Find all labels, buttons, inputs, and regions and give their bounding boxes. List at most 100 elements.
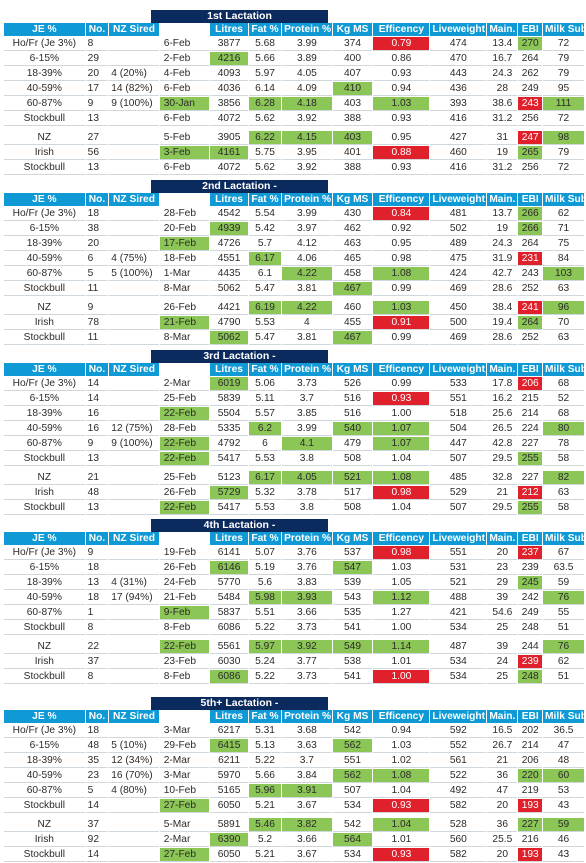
section-title: 2nd Lactation -	[151, 180, 328, 193]
cell-fat-pct: 5.32	[248, 486, 282, 500]
cell-litres: 6415	[210, 739, 248, 753]
cell-nz-sired	[109, 161, 159, 175]
cell-nz-sired	[109, 377, 159, 391]
cell-kg-ms: 547	[332, 561, 373, 575]
cell-protein-pct: 3.81	[282, 331, 332, 345]
cell-efficiency: 0.91	[373, 316, 430, 330]
cell-maintenance: 25	[487, 621, 518, 635]
cell-je-pct: Irish	[4, 486, 85, 500]
cell-je-pct: 6-15%	[4, 392, 85, 406]
cell-liveweight: 489	[430, 237, 487, 251]
table-row: Irish 48 26-Feb 5729 5.32 3.78 517 0.98 529 21 212…	[4, 486, 584, 500]
cell-litres: 5839	[210, 392, 248, 406]
cell-date: 22-Feb	[159, 452, 210, 466]
cell-kg-ms: 467	[332, 282, 373, 296]
cell-je-pct: NZ	[4, 131, 85, 145]
cell-je-pct: 40-59%	[4, 252, 85, 266]
cell-ebi: 237	[518, 546, 543, 560]
cell-litres: 5335	[210, 422, 248, 436]
column-header-efficiency: Efficency	[373, 193, 430, 206]
cell-nz-sired: 4 (75%)	[109, 252, 159, 266]
column-header-litres: Litres	[210, 532, 248, 545]
cell-efficiency: 1.08	[373, 471, 430, 485]
cell-efficiency: 0.93	[373, 799, 430, 813]
cell-protein-pct: 3.92	[282, 640, 332, 654]
cell-date: 29-Feb	[159, 739, 210, 753]
column-header-count: No.	[85, 363, 109, 376]
cell-nz-sired	[109, 799, 159, 813]
cell-litres: 5062	[210, 331, 248, 345]
cell-efficiency: 0.88	[373, 146, 430, 160]
column-header-nz-sired: NZ Sired	[109, 710, 159, 723]
column-header-ebi: EBI	[518, 193, 543, 206]
cell-liveweight: 447	[430, 437, 487, 451]
cell-litres: 5770	[210, 576, 248, 590]
cell-liveweight: 470	[430, 52, 487, 66]
row-spacer	[4, 636, 584, 639]
cell-kg-ms: 462	[332, 222, 373, 236]
cell-date: 3-Mar	[159, 724, 210, 738]
table-row: Stockbull 14 27-Feb 6050 5.21 3.67 534 0.93 582 2…	[4, 848, 584, 862]
cell-date: 30-Jan	[159, 97, 210, 111]
cell-date: 26-Feb	[159, 486, 210, 500]
cell-date: 21-Feb	[159, 591, 210, 605]
cell-protein-pct: 4.05	[282, 471, 332, 485]
cell-nz-sired	[109, 207, 159, 221]
cell-fat-pct: 5.19	[248, 561, 282, 575]
cell-date: 8-Mar	[159, 331, 210, 345]
cell-protein-pct: 3.99	[282, 207, 332, 221]
table-row: 60-87% 9 9 (100%) 30-Jan 3856 6.28 4.18 403 1.03…	[4, 97, 584, 111]
cell-litres: 5561	[210, 640, 248, 654]
table-row: 18-39% 16 22-Feb 5504 5.57 3.85 516 1.00 518 25.6…	[4, 407, 584, 421]
cell-milk-sub: 58	[543, 452, 584, 466]
cell-count: 16	[85, 407, 109, 421]
cell-count: 13	[85, 576, 109, 590]
cell-nz-sired	[109, 621, 159, 635]
cell-count: 8	[85, 621, 109, 635]
cell-date: 18-Feb	[159, 252, 210, 266]
cell-milk-sub: 70	[543, 316, 584, 330]
column-header-maintenance: Main.	[487, 363, 518, 376]
cell-maintenance: 24	[487, 655, 518, 669]
cell-efficiency: 1.00	[373, 407, 430, 421]
cell-litres: 5729	[210, 486, 248, 500]
cell-je-pct: NZ	[4, 640, 85, 654]
cell-milk-sub: 62	[543, 655, 584, 669]
cell-liveweight: 475	[430, 252, 487, 266]
cell-count: 18	[85, 591, 109, 605]
cell-litres: 5417	[210, 452, 248, 466]
column-header-fat-pct: Fat %	[248, 23, 282, 36]
cell-milk-sub: 95	[543, 82, 584, 96]
cell-protein-pct: 4	[282, 316, 332, 330]
cell-nz-sired: 4 (20%)	[109, 67, 159, 81]
cell-nz-sired: 14 (82%)	[109, 82, 159, 96]
cell-fat-pct: 5.66	[248, 769, 282, 783]
cell-litres: 6030	[210, 655, 248, 669]
table-row: Ho/Fr (Je 3%) 14 2-Mar 6019 5.06 3.73 526 0.99 5…	[4, 377, 584, 391]
column-header-je-pct: JE %	[4, 532, 85, 545]
cell-fat-pct: 5.24	[248, 655, 282, 669]
cell-count: 6	[85, 252, 109, 266]
column-header-fat-pct: Fat %	[248, 710, 282, 723]
table-row: 6-15% 14 25-Feb 5839 5.11 3.7 516 0.93 551 16.2 21…	[4, 392, 584, 406]
cell-fat-pct: 6.19	[248, 301, 282, 315]
cell-efficiency: 1.00	[373, 670, 430, 684]
cell-ebi: 219	[518, 784, 543, 798]
cell-kg-ms: 521	[332, 471, 373, 485]
cell-ebi: 270	[518, 37, 543, 51]
cell-kg-ms: 508	[332, 452, 373, 466]
cell-count: 14	[85, 799, 109, 813]
cell-milk-sub: 79	[543, 146, 584, 160]
cell-protein-pct: 4.22	[282, 301, 332, 315]
column-header-count: No.	[85, 710, 109, 723]
cell-ebi: 227	[518, 818, 543, 832]
cell-ebi: 193	[518, 848, 543, 862]
cell-count: 18	[85, 561, 109, 575]
lactation-table: JE % No. NZ Sired Litres Fat % Protein % Kg MS…	[3, 22, 585, 176]
cell-nz-sired	[109, 316, 159, 330]
cell-milk-sub: 111	[543, 97, 584, 111]
cell-maintenance: 24.3	[487, 67, 518, 81]
cell-ebi: 266	[518, 207, 543, 221]
cell-count: 13	[85, 161, 109, 175]
cell-date: 3-Feb	[159, 146, 210, 160]
